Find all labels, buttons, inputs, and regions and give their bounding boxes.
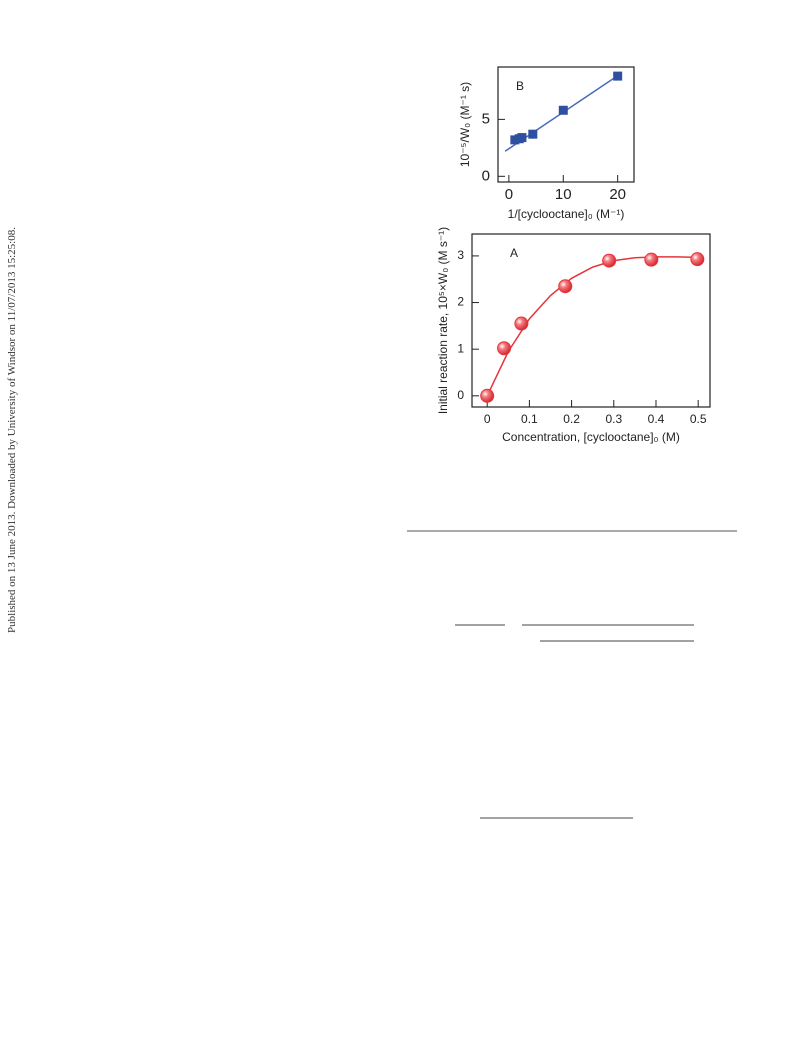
plot-frame bbox=[471, 233, 711, 408]
data-point bbox=[480, 388, 495, 403]
data-point bbox=[514, 316, 529, 331]
y-tick-label: 2 bbox=[457, 295, 464, 309]
x-axis-label: Concentration, [cyclooctane]₀ (M) bbox=[502, 430, 680, 444]
y-tick-label: 3 bbox=[457, 248, 464, 262]
data-point bbox=[517, 133, 527, 143]
x-tick-label: 20 bbox=[609, 186, 626, 203]
x-axis-label: 1/[cyclooctane]₀ (M⁻¹) bbox=[508, 207, 625, 221]
data-point bbox=[644, 252, 659, 267]
data-point bbox=[558, 279, 573, 294]
plot-frame bbox=[497, 66, 635, 183]
data-point bbox=[690, 252, 705, 267]
data-point bbox=[558, 105, 568, 115]
y-axis-label: 10⁻⁵/W₀ (M⁻¹ s) bbox=[458, 82, 472, 167]
x-tick-label: 0.2 bbox=[563, 412, 580, 426]
x-tick-label: 0.5 bbox=[690, 412, 707, 426]
y-axis-label: Initial reaction rate, 10⁵×W₀ (M s⁻¹) bbox=[436, 227, 450, 414]
y-tick-label: 0 bbox=[482, 167, 490, 184]
x-tick-label: 10 bbox=[555, 186, 572, 203]
x-tick-label: 0 bbox=[505, 186, 513, 203]
y-tick-label: 1 bbox=[457, 341, 464, 355]
data-point bbox=[613, 71, 623, 81]
panel-label: A bbox=[510, 246, 518, 260]
data-point bbox=[497, 341, 512, 356]
data-point bbox=[528, 129, 538, 139]
x-tick-label: 0.3 bbox=[605, 412, 622, 426]
y-tick-label: 5 bbox=[482, 110, 490, 127]
panel-label: B bbox=[516, 79, 524, 93]
data-point bbox=[602, 253, 617, 268]
x-tick-label: 0.1 bbox=[521, 412, 538, 426]
y-tick-label: 0 bbox=[457, 388, 464, 402]
x-tick-label: 0.4 bbox=[648, 412, 665, 426]
x-tick-label: 0 bbox=[484, 412, 491, 426]
